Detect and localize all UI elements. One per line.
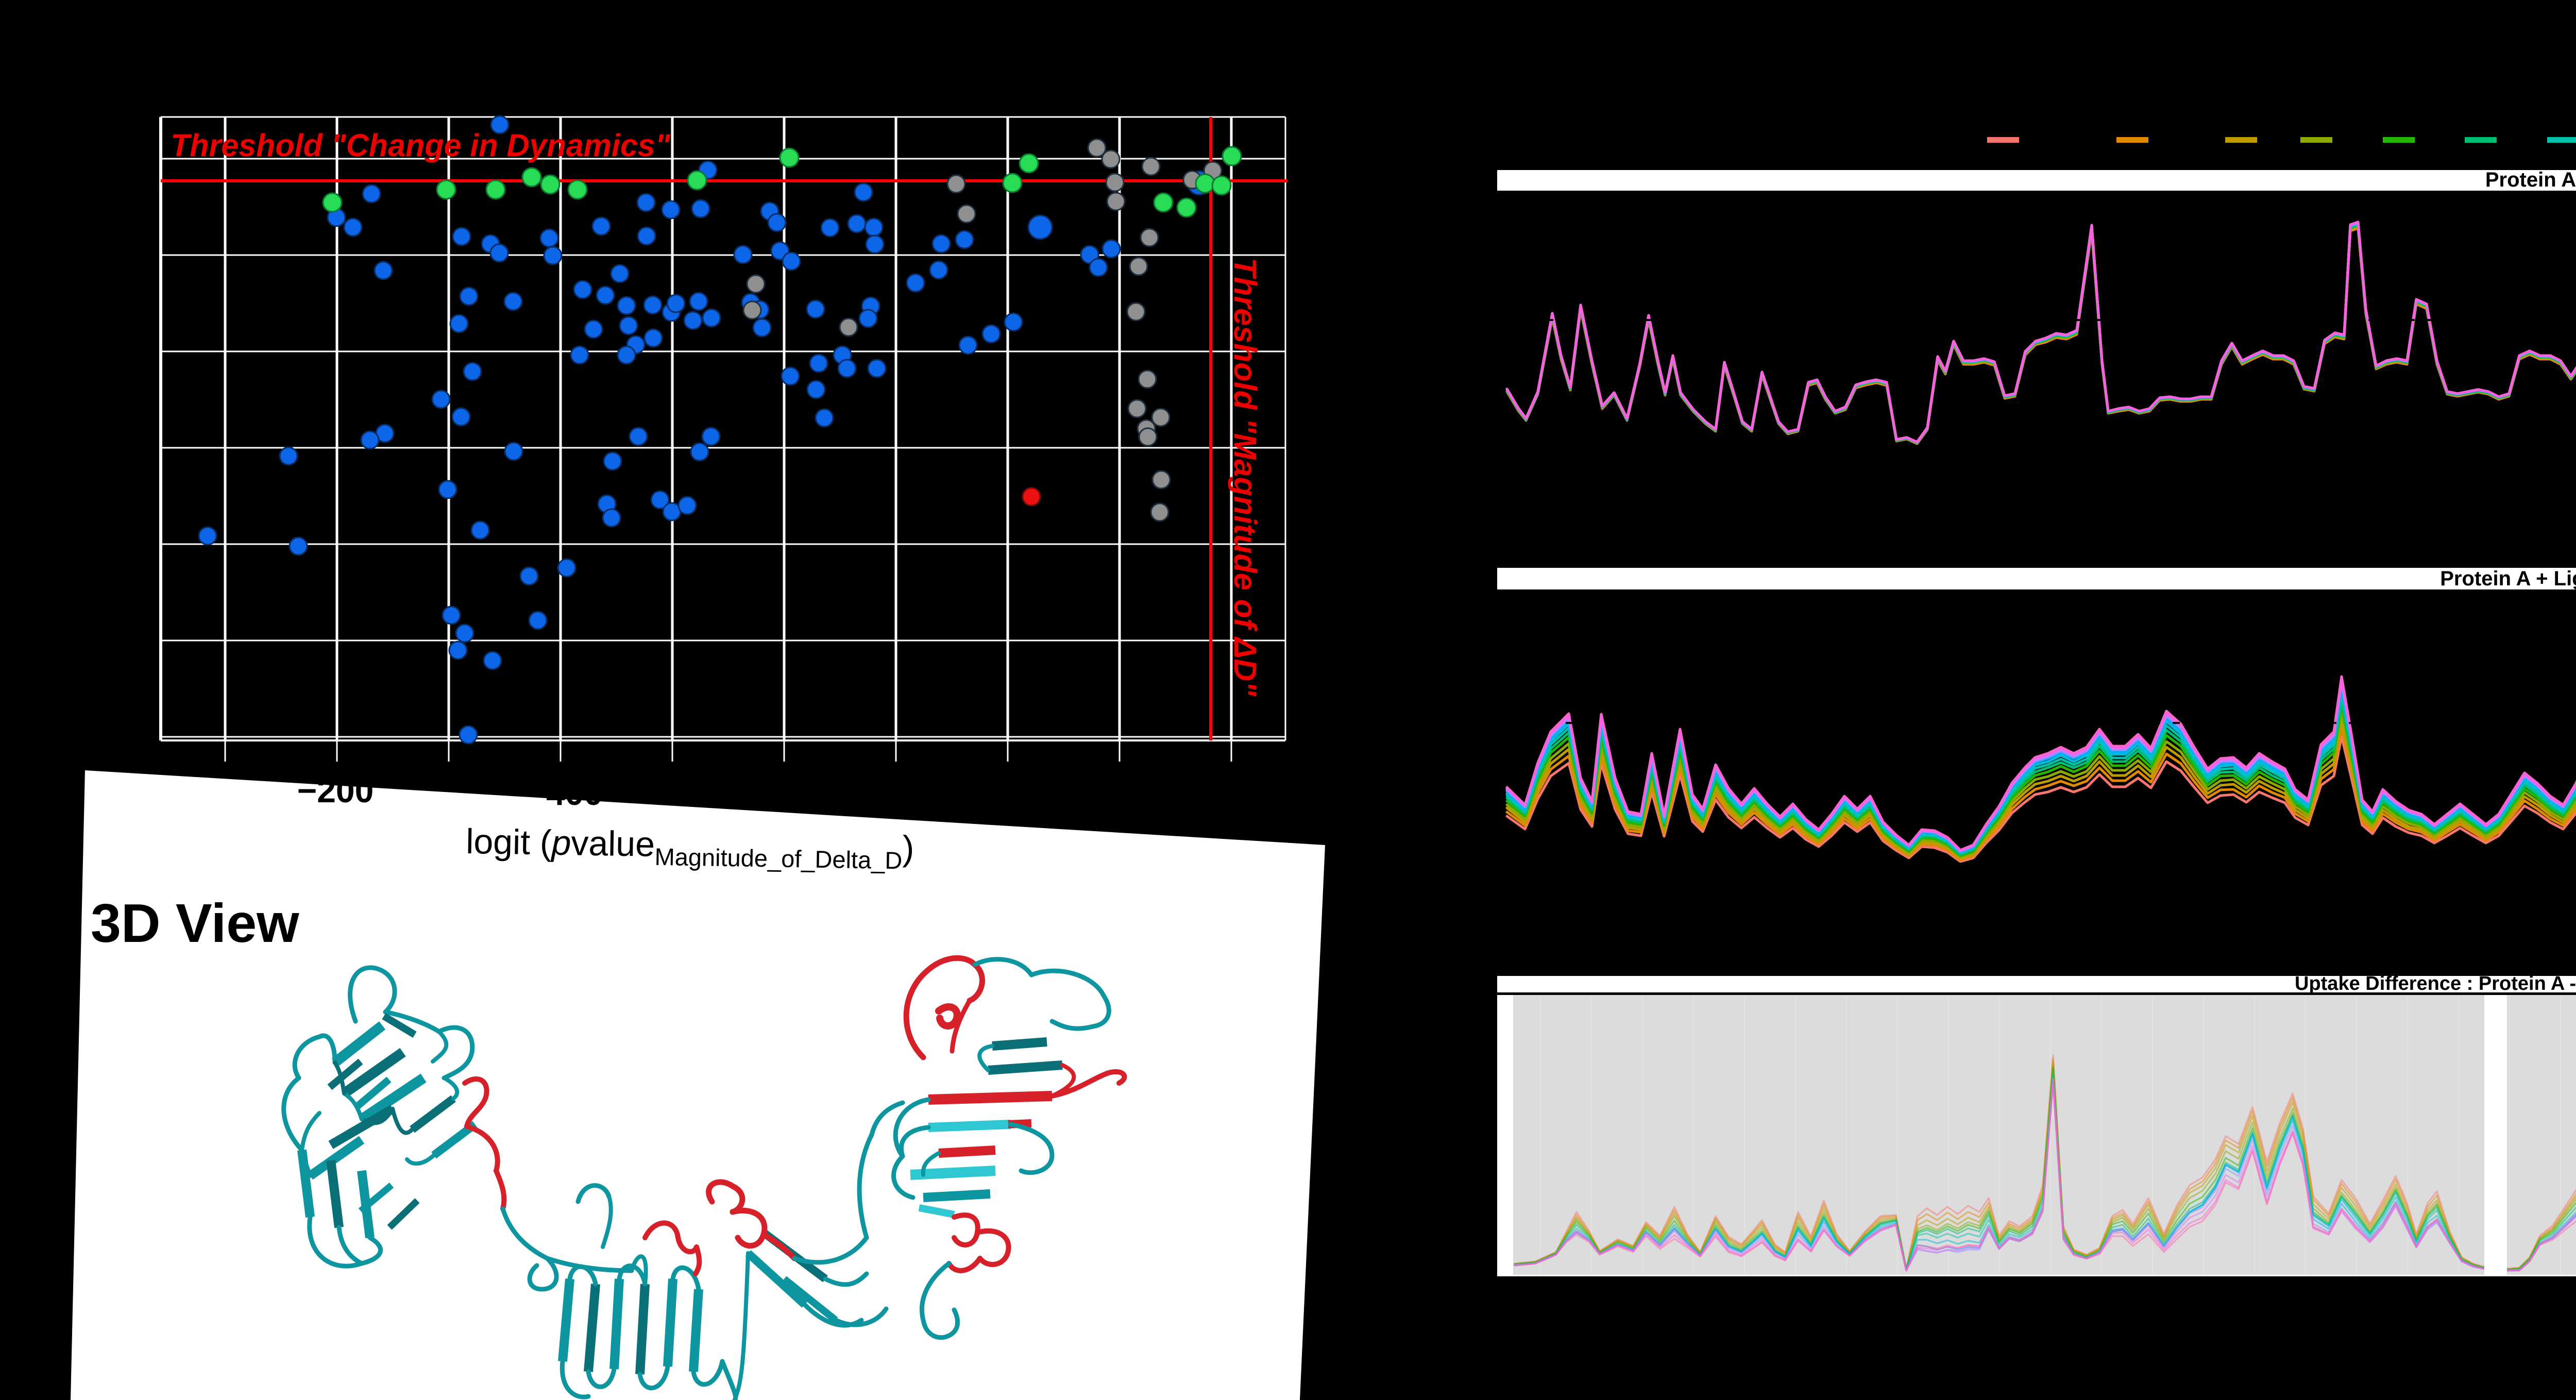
svg-text:Protein A + Ligand: Protein A + Ligand [2440, 567, 2576, 590]
svg-text:−200: −200 [297, 771, 374, 809]
svg-text:Protein A: Protein A [2485, 168, 2576, 191]
svg-text:3D View: 3D View [91, 893, 299, 954]
svg-text:Uptake Difference : Protein A: Uptake Difference : Protein A - (Protein… [2295, 973, 2576, 994]
svg-text:Threshold "Change in Dynamics": Threshold "Change in Dynamics" [171, 128, 671, 163]
svg-text:Threshold "Magnitude of ΔD": Threshold "Magnitude of ΔD" [1228, 258, 1263, 697]
svg-text:400: 400 [546, 774, 603, 812]
